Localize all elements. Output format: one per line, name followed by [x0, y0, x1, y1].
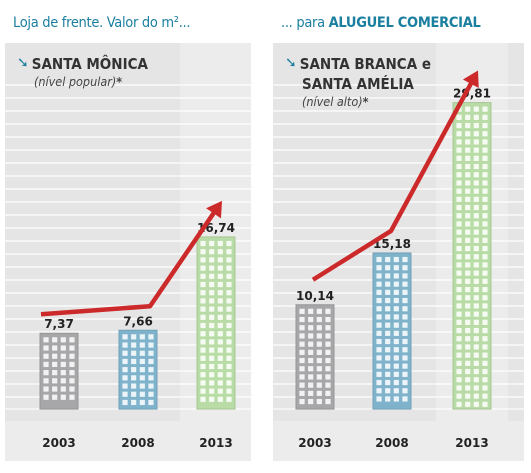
chart-subtitle-text-right: (nível alto) — [302, 94, 363, 109]
building-windows — [43, 337, 75, 400]
chart-svg-right: 10,14 2003 15,18 2008 29,81 2013 — [273, 43, 524, 461]
chart-title-left: SANTA MÔNICA — [31, 55, 148, 73]
chart-subtitle-right: (nível alto)* — [285, 94, 431, 110]
chart-subtitle-mark-left: * — [116, 74, 123, 89]
value-label-2008: 15,18 — [373, 237, 411, 251]
year-label-2013: 2013 — [455, 436, 488, 450]
down-right-arrow-icon: ➘ — [17, 55, 29, 71]
chart-title-right-line1: SANTA BRANCA e — [299, 55, 431, 73]
building-windows — [200, 240, 232, 402]
chart-title-right-line2: SANTA AMÉLIA — [302, 75, 414, 93]
down-right-arrow-icon: ➘ — [285, 55, 297, 71]
building-windows — [299, 308, 331, 405]
value-label-2013: 29,81 — [453, 87, 491, 101]
chart-title-block-right: ➘ SANTA BRANCA e SANTA AMÉLIA (nível alto… — [285, 54, 431, 110]
trend-arrow-line — [311, 78, 476, 282]
value-label-2003: 10,14 — [296, 289, 334, 303]
chart-panel-right: 10,14 2003 15,18 2008 29,81 2013 ➘ SANTA BRANC… — [273, 43, 524, 461]
value-label-2003: 7,37 — [44, 317, 74, 331]
chart-title-block-left: ➘ SANTA MÔNICA (nível popular)* — [17, 54, 148, 90]
left-heading-text: Loja de frente. Valor do m²... — [13, 15, 191, 31]
trend-arrow-head-icon — [462, 70, 479, 89]
year-label-2008: 2008 — [121, 436, 154, 450]
value-label-2008: 7,66 — [123, 314, 153, 328]
chart-subtitle-mark-right: * — [362, 94, 369, 109]
year-band — [273, 421, 524, 461]
building-windows — [456, 106, 488, 407]
right-heading-prefix: ... para — [281, 15, 329, 31]
chart-subtitle-text-left: (nível popular) — [34, 74, 117, 89]
left-heading: Loja de frente. Valor do m²... — [13, 11, 191, 35]
year-band — [5, 421, 251, 461]
year-label-2008: 2008 — [375, 436, 408, 450]
trend-arrow-head-icon — [206, 200, 222, 219]
year-label-2003: 2003 — [42, 436, 75, 450]
trend-arrow-line — [40, 207, 219, 317]
building-windows — [122, 334, 154, 406]
year-label-2003: 2003 — [298, 436, 331, 450]
right-heading-bold: ALUGUEL COMERCIAL — [328, 15, 481, 31]
chart-panel-left: 7,37 2003 7,66 2008 16,74 2013 ➘ SANTA MÔNICA … — [5, 43, 251, 461]
right-heading: ... para ALUGUEL COMERCIAL — [281, 11, 481, 35]
building-windows — [376, 256, 408, 402]
year-label-2013: 2013 — [199, 436, 232, 450]
chart-subtitle-left: (nível popular)* — [17, 74, 148, 90]
